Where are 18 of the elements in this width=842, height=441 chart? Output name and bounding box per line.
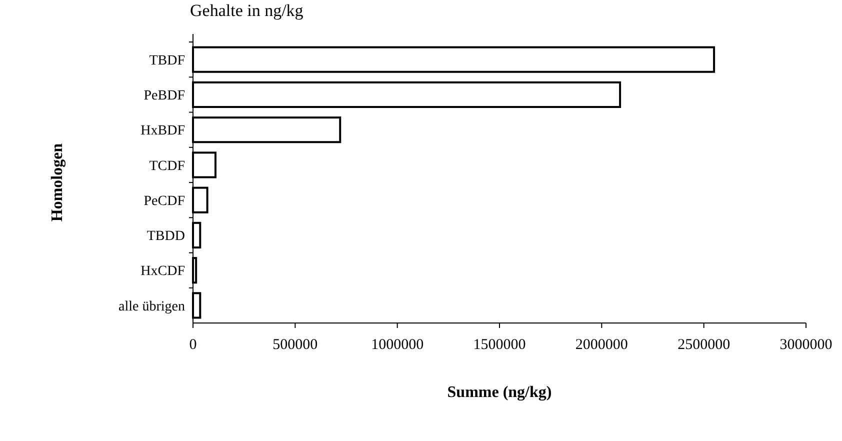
y-tick-label: TBDD (146, 229, 185, 244)
x-tick-label: 3000000 (780, 337, 832, 353)
y-tick-label: HxCDF (140, 264, 186, 280)
x-tick-label: 2500000 (678, 337, 730, 353)
x-tick-label: 0 (189, 337, 197, 353)
x-axis-title: Summe (ng/kg) (447, 384, 552, 401)
y-axis-title: Homologen (49, 143, 66, 222)
y-tick-label: HxBDF (140, 124, 186, 139)
y-tick-label: PeCDF (144, 194, 186, 209)
chart-title: Gehalte in ng/kg (190, 1, 304, 20)
x-tick-label: 1500000 (473, 337, 526, 353)
y-tick-label: alle übrigen (118, 299, 185, 314)
y-tick-label: PeBDF (144, 88, 186, 104)
x-tick-label: 2000000 (575, 337, 628, 353)
x-tick-label: 500000 (272, 337, 318, 353)
y-tick-label: TBDF (149, 53, 186, 68)
x-tick-label: 1000000 (371, 337, 424, 353)
y-tick-label: TCDF (149, 158, 186, 174)
